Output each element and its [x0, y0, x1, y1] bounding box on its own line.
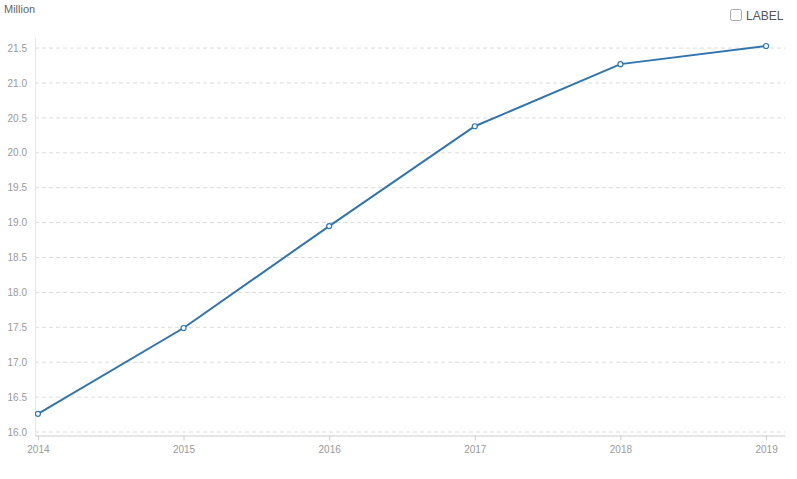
y-tick: 17.0: [8, 357, 35, 368]
y-tick-label: 18.0: [8, 287, 28, 298]
x-tick: 2018: [610, 436, 633, 455]
y-tick: 19.5: [8, 182, 35, 193]
y-tick-label: 19.5: [8, 182, 28, 193]
label-toggle[interactable]: LABEL: [731, 9, 784, 23]
y-tick-label: 16.5: [8, 392, 28, 403]
checkbox[interactable]: [731, 10, 742, 21]
x-tick-label: 2015: [173, 444, 196, 455]
grid-line: [35, 257, 785, 258]
y-tick: 21.5: [8, 43, 35, 54]
x-tick: 2014: [27, 436, 50, 455]
grid-line: [35, 117, 785, 118]
plot-area: [35, 43, 768, 416]
y-tick: 20.5: [8, 113, 35, 124]
y-tick-label: 19.0: [8, 217, 28, 228]
y-tick-label: 21.0: [8, 78, 28, 89]
x-tick-mark: [329, 436, 330, 441]
chart: 16.0 16.5 17.0 17.5 18.0 18.5 19.0 19.5 20.0 20.5…: [0, 0, 797, 479]
grid-line: [35, 362, 785, 363]
y-tick: 21.0: [8, 78, 35, 89]
x-tick-label: 2017: [464, 444, 487, 455]
x-tick: 2017: [464, 436, 487, 455]
y-tick: 18.5: [8, 252, 35, 263]
point: [35, 411, 40, 416]
x-tick-mark: [620, 436, 621, 441]
x-tick: 2019: [755, 436, 778, 455]
y-tick: 16.0: [8, 427, 35, 438]
y-tick-label: 17.5: [8, 322, 28, 333]
y-axis-line: [35, 38, 36, 436]
y-axis: 16.0 16.5 17.0 17.5 18.0 18.5 19.0 19.5 20.0 20.5…: [8, 38, 36, 438]
y-tick: 16.5: [8, 392, 35, 403]
x-tick-mark: [475, 436, 476, 441]
grid-line: [35, 222, 785, 223]
grid: [35, 48, 785, 432]
y-tick: 18.0: [8, 287, 35, 298]
x-tick-mark: [766, 436, 767, 441]
x-axis: 2014 2015 2016 2017 2018 2019: [27, 436, 785, 455]
y-tick: 17.5: [8, 322, 35, 333]
x-tick-mark: [38, 436, 39, 441]
grid-line: [35, 187, 785, 188]
x-tick: 2015: [173, 436, 196, 455]
y-tick: 19.0: [8, 217, 35, 228]
checkbox-label[interactable]: LABEL: [746, 9, 784, 23]
y-tick-label: 20.0: [8, 147, 28, 158]
y-axis-title: Million: [4, 3, 35, 15]
point: [764, 43, 769, 48]
grid-line: [35, 432, 785, 433]
x-axis-line: [36, 436, 786, 437]
grid-line: [35, 82, 785, 83]
x-tick-mark: [184, 436, 185, 441]
x-tick: 2016: [319, 436, 342, 455]
grid-line: [35, 397, 785, 398]
y-tick-label: 21.5: [8, 43, 28, 54]
x-tick-label: 2019: [755, 444, 778, 455]
point: [618, 62, 623, 67]
x-tick-label: 2014: [27, 444, 50, 455]
y-tick-label: 17.0: [8, 357, 28, 368]
grid-line: [35, 48, 785, 49]
y-tick-label: 20.5: [8, 113, 28, 124]
grid-line: [35, 327, 785, 328]
y-tick-label: 18.5: [8, 252, 28, 263]
x-tick-label: 2016: [319, 444, 342, 455]
point: [472, 124, 477, 129]
y-tick-label: 16.0: [8, 427, 28, 438]
grid-line: [35, 292, 785, 293]
point: [181, 325, 186, 330]
grid-line: [35, 152, 785, 153]
y-tick: 20.0: [8, 147, 35, 158]
line: [38, 46, 766, 414]
x-tick-label: 2018: [610, 444, 633, 455]
point: [327, 224, 332, 229]
